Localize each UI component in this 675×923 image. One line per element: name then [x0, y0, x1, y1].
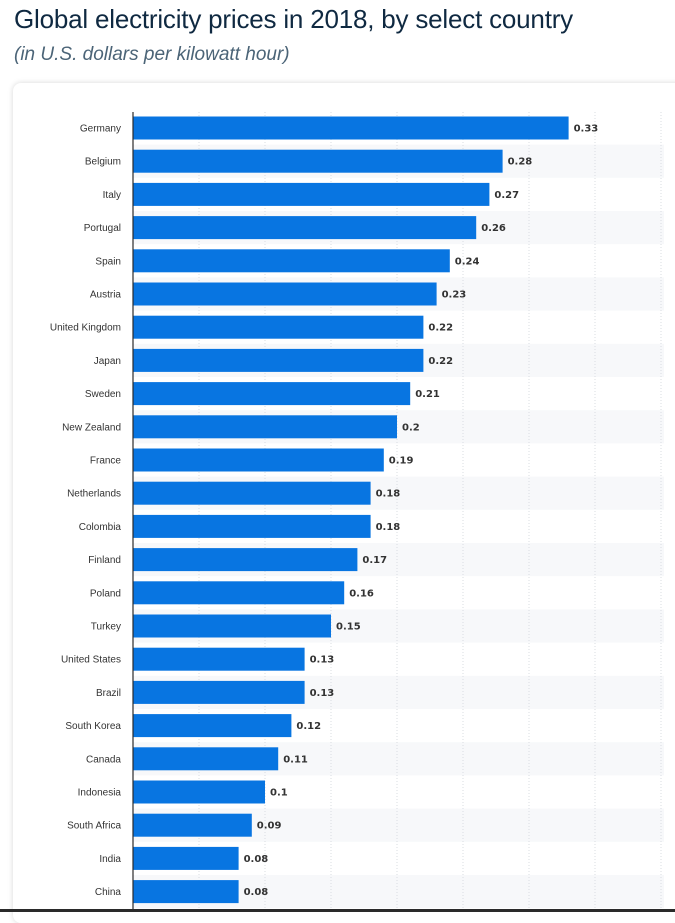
category-label: Netherlands — [67, 489, 121, 500]
bar — [133, 647, 305, 671]
value-label: 0.19 — [389, 456, 414, 467]
value-label: 0.08 — [244, 887, 269, 898]
bar — [133, 880, 239, 904]
value-label: 0.1 — [270, 788, 288, 799]
bar — [133, 614, 331, 638]
category-label: Spain — [95, 256, 121, 267]
category-label: India — [99, 854, 121, 865]
category-label: Sweden — [85, 389, 121, 400]
value-label: 0.09 — [257, 821, 282, 832]
value-label: 0.26 — [481, 223, 506, 234]
bar — [133, 116, 569, 140]
value-label: 0.22 — [428, 323, 453, 334]
value-label: 0.28 — [508, 157, 533, 168]
value-label: 0.27 — [494, 190, 519, 201]
bar — [133, 780, 265, 804]
value-label: 0.17 — [362, 555, 387, 566]
bar — [133, 382, 411, 406]
category-label: Brazil — [96, 688, 121, 699]
category-label: United Kingdom — [50, 323, 121, 334]
value-label: 0.18 — [376, 489, 401, 500]
category-label: Indonesia — [78, 788, 122, 799]
category-label: Belgium — [85, 157, 121, 168]
category-label: South Korea — [65, 721, 121, 732]
bar — [133, 315, 424, 339]
value-label: 0.16 — [349, 588, 374, 599]
bar — [133, 514, 371, 538]
value-label: 0.11 — [283, 754, 308, 765]
category-label: South Africa — [67, 821, 121, 832]
category-label: Italy — [103, 190, 121, 201]
value-label: 0.22 — [428, 356, 453, 367]
bar — [133, 282, 437, 306]
bar — [133, 249, 450, 273]
value-label: 0.21 — [415, 389, 440, 400]
category-label: Austria — [90, 290, 122, 301]
bar — [133, 548, 358, 572]
value-label: 0.23 — [442, 290, 467, 301]
category-label: Portugal — [84, 223, 121, 234]
category-label: Germany — [80, 124, 121, 135]
value-label: 0.33 — [574, 124, 599, 135]
bar — [133, 415, 397, 439]
category-label: Canada — [86, 754, 121, 765]
category-label: France — [90, 456, 122, 467]
category-label: Japan — [94, 356, 121, 367]
bar — [133, 747, 279, 771]
category-label: Colombia — [79, 522, 122, 533]
value-label: 0.12 — [296, 721, 321, 732]
bottom-divider — [0, 909, 675, 912]
bar — [133, 348, 424, 372]
bar — [133, 714, 292, 738]
value-label: 0.18 — [376, 522, 401, 533]
bar — [133, 813, 252, 837]
page-title: Global electricity prices in 2018, by se… — [14, 4, 573, 34]
bar — [133, 846, 239, 870]
value-label: 0.13 — [310, 655, 335, 666]
bar — [133, 216, 477, 240]
category-label: China — [95, 887, 122, 898]
category-label: Turkey — [91, 622, 121, 633]
value-label: 0.24 — [455, 256, 480, 267]
category-label: United States — [61, 655, 121, 666]
value-label: 0.13 — [310, 688, 335, 699]
bar — [133, 680, 305, 704]
bar — [133, 581, 345, 605]
bar — [133, 481, 371, 505]
bar — [133, 448, 384, 472]
value-label: 0.15 — [336, 622, 361, 633]
category-label: Poland — [90, 588, 121, 599]
category-label: Finland — [88, 555, 121, 566]
bar — [133, 149, 503, 173]
bar — [133, 182, 490, 206]
category-label: New Zealand — [62, 422, 121, 433]
value-label: 0.2 — [402, 422, 420, 433]
page-subtitle: (in U.S. dollars per kilowatt hour) — [14, 44, 290, 65]
value-label: 0.08 — [244, 854, 269, 865]
